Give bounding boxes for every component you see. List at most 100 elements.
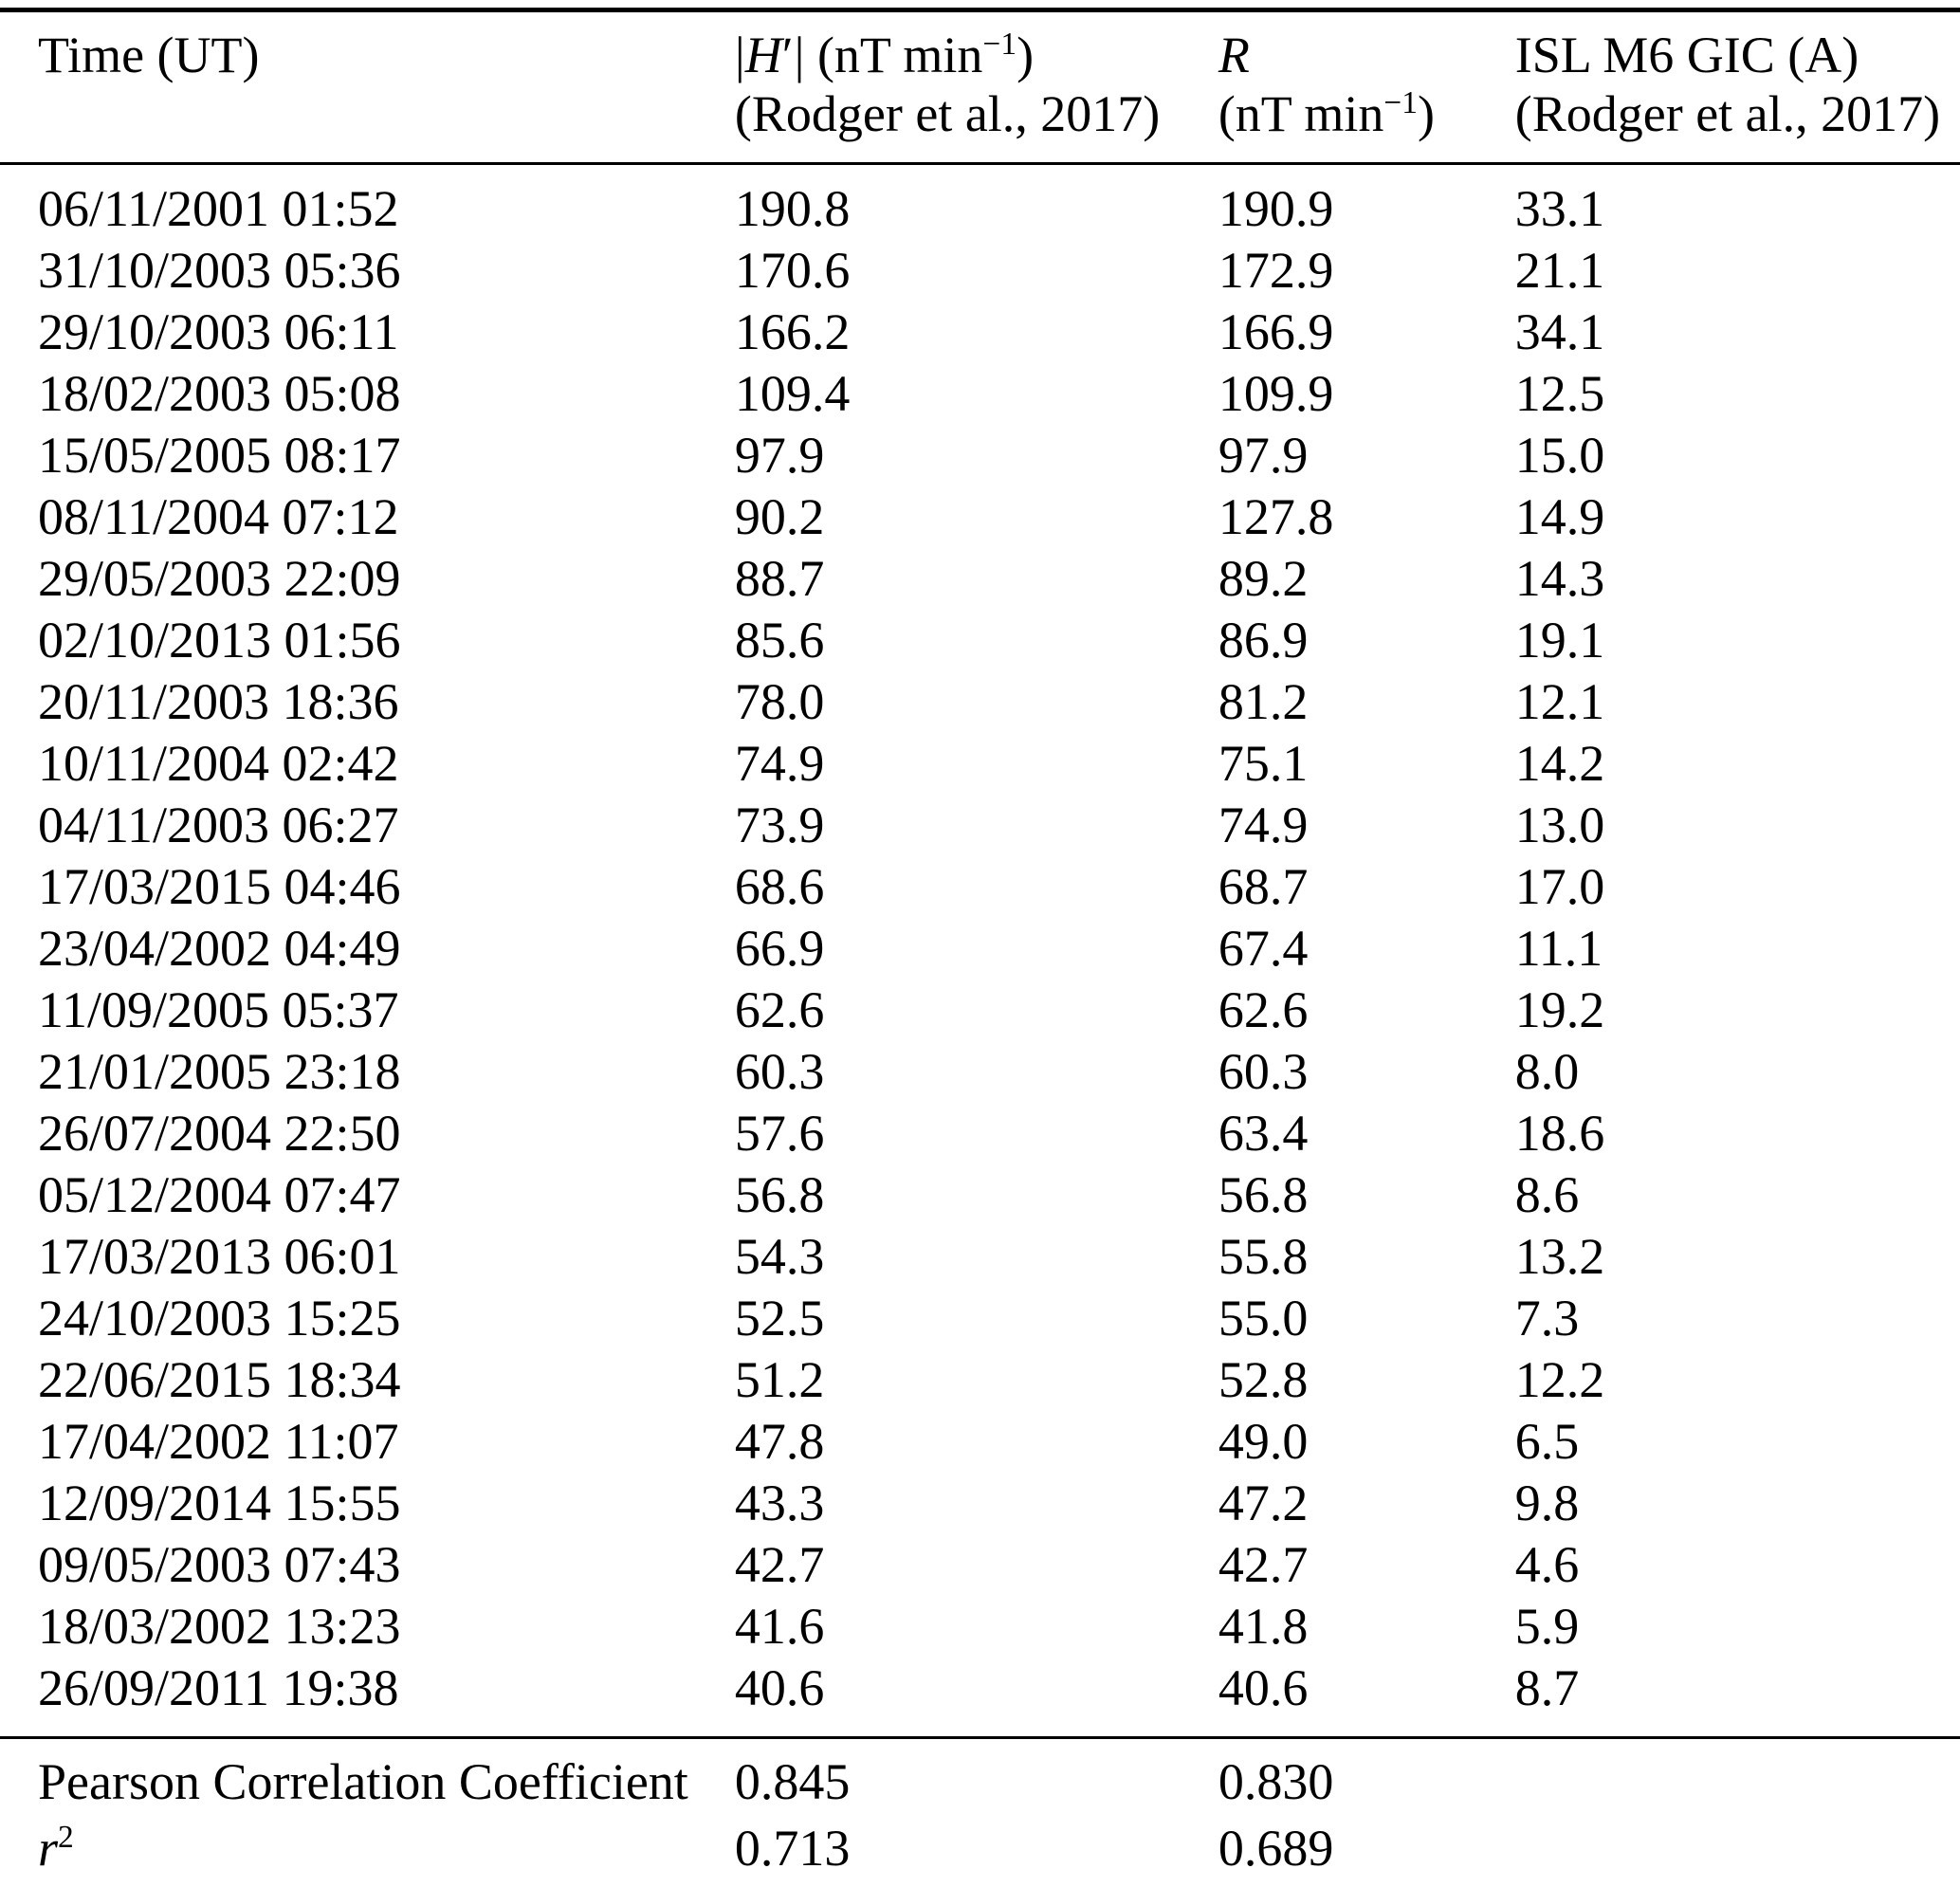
r-cell: 75.1 xyxy=(1218,735,1309,792)
r-cell: 89.2 xyxy=(1218,550,1309,607)
table-row: 26/09/2011 19:38 40.6 40.6 8.7 xyxy=(0,1658,1960,1738)
table-row: 17/04/2002 11:07 47.8 49.0 6.5 xyxy=(0,1411,1960,1473)
gic-cell: 34.1 xyxy=(1514,303,1605,360)
time-cell: 04/11/2003 06:27 xyxy=(38,797,399,853)
pearson-r-value: 0.830 xyxy=(1218,1753,1334,1810)
r-unit-close: ) xyxy=(1417,85,1435,142)
column-header-time: Time (UT) xyxy=(0,10,735,164)
table-body: 06/11/2001 01:52 190.8 190.9 33.1 31/10/… xyxy=(0,164,1960,1738)
table-row: 17/03/2015 04:46 68.6 68.7 17.0 xyxy=(0,856,1960,918)
time-cell: 08/11/2004 07:12 xyxy=(38,488,399,545)
hprime-cell: 42.7 xyxy=(734,1536,825,1593)
time-cell: 17/03/2015 04:46 xyxy=(38,858,401,915)
header-gic-label: ISL M6 GIC (A) xyxy=(1514,27,1859,83)
r-cell: 127.8 xyxy=(1218,488,1334,545)
r-squared-label: r2 xyxy=(0,1815,735,1887)
table-row: 04/11/2003 06:27 73.9 74.9 13.0 xyxy=(0,795,1960,856)
header-row: Time (UT) |H′| (nT min−1) (Rodger et al.… xyxy=(0,10,1960,164)
time-cell: 29/10/2003 06:11 xyxy=(38,303,399,360)
time-cell: 20/11/2003 18:36 xyxy=(38,673,399,730)
hprime-unit-open: (nT min xyxy=(804,27,983,83)
table-row: 11/09/2005 05:37 62.6 62.6 19.2 xyxy=(0,980,1960,1041)
time-cell: 10/11/2004 02:42 xyxy=(38,735,399,792)
time-cell: 15/05/2005 08:17 xyxy=(38,427,401,484)
r-symbol: R xyxy=(1218,27,1250,83)
gic-cell: 8.6 xyxy=(1514,1166,1580,1223)
r-squared-gic-value xyxy=(1515,1815,1960,1887)
time-cell: 06/11/2001 01:52 xyxy=(38,180,399,237)
table-row: 06/11/2001 01:52 190.8 190.9 33.1 xyxy=(0,164,1960,241)
r-squared-row: r2 0.713 0.689 xyxy=(0,1815,1960,1887)
r-unit-open: (nT min xyxy=(1218,85,1384,142)
header-time-spacer xyxy=(38,84,735,143)
table-footer: Pearson Correlation Coefficient 0.845 0.… xyxy=(0,1737,1960,1887)
gic-cell: 9.8 xyxy=(1514,1475,1580,1531)
column-header-gic: ISL M6 GIC (A) (Rodger et al., 2017) xyxy=(1515,10,1960,164)
correlation-table: Time (UT) |H′| (nT min−1) (Rodger et al.… xyxy=(0,8,1960,1887)
r-cell: 190.9 xyxy=(1218,180,1334,237)
r-squared-h-value: 0.713 xyxy=(734,1820,851,1877)
r-squared-r-value: 0.689 xyxy=(1218,1820,1334,1877)
time-cell: 02/10/2013 01:56 xyxy=(38,612,401,669)
time-cell: 18/03/2002 13:23 xyxy=(38,1598,401,1655)
hprime-cell: 78.0 xyxy=(734,673,825,730)
pearson-h-value: 0.845 xyxy=(734,1753,851,1810)
hprime-cell: 62.6 xyxy=(734,981,825,1038)
hprime-unit-close: ) xyxy=(1017,27,1035,83)
table-row: 05/12/2004 07:47 56.8 56.8 8.6 xyxy=(0,1164,1960,1226)
prime-mark: ′ xyxy=(781,27,795,83)
table-row: 21/01/2005 23:18 60.3 60.3 8.0 xyxy=(0,1041,1960,1103)
table-row: 20/11/2003 18:36 78.0 81.2 12.1 xyxy=(0,671,1960,733)
abs-bar-close: | xyxy=(794,27,805,83)
time-cell: 31/10/2003 05:36 xyxy=(38,242,401,299)
table-row: 18/02/2003 05:08 109.4 109.9 12.5 xyxy=(0,363,1960,425)
hprime-cell: 52.5 xyxy=(734,1290,825,1347)
r-cell: 41.8 xyxy=(1218,1598,1309,1655)
pearson-row: Pearson Correlation Coefficient 0.845 0.… xyxy=(0,1738,1960,1816)
time-cell: 26/09/2011 19:38 xyxy=(38,1659,399,1716)
r-cell: 166.9 xyxy=(1218,303,1334,360)
r-cell: 47.2 xyxy=(1218,1475,1309,1531)
r-cell: 97.9 xyxy=(1218,427,1309,484)
gic-cell: 12.5 xyxy=(1514,365,1605,422)
gic-cell: 6.5 xyxy=(1514,1413,1580,1470)
time-cell: 24/10/2003 15:25 xyxy=(38,1290,401,1347)
column-header-hprime: |H′| (nT min−1) (Rodger et al., 2017) xyxy=(735,10,1218,164)
time-cell: 26/07/2004 22:50 xyxy=(38,1105,401,1162)
hprime-cell: 43.3 xyxy=(734,1475,825,1531)
time-cell: 05/12/2004 07:47 xyxy=(38,1166,401,1223)
hprime-cell: 85.6 xyxy=(734,612,825,669)
gic-cell: 19.2 xyxy=(1514,981,1605,1038)
table-row: 18/03/2002 13:23 41.6 41.8 5.9 xyxy=(0,1596,1960,1658)
time-cell: 12/09/2014 15:55 xyxy=(38,1475,401,1531)
h-symbol: H xyxy=(744,27,782,83)
gic-cell: 12.2 xyxy=(1514,1351,1605,1408)
table-row: 29/10/2003 06:11 166.2 166.9 34.1 xyxy=(0,302,1960,363)
table-row: 09/05/2003 07:43 42.7 42.7 4.6 xyxy=(0,1534,1960,1596)
r-cell: 67.4 xyxy=(1218,920,1309,977)
r-cell: 81.2 xyxy=(1218,673,1309,730)
hprime-cell: 40.6 xyxy=(734,1659,825,1716)
hprime-cell: 73.9 xyxy=(734,797,825,853)
r-squared-exponent: 2 xyxy=(58,1819,74,1855)
gic-cell: 33.1 xyxy=(1514,180,1605,237)
header-hprime-formula: |H′| (nT min−1) xyxy=(735,26,1218,84)
table-row: 17/03/2013 06:01 54.3 55.8 13.2 xyxy=(0,1226,1960,1288)
gic-cell: 15.0 xyxy=(1514,427,1605,484)
header-time-label: Time (UT) xyxy=(38,27,260,83)
r-cell: 86.9 xyxy=(1218,612,1309,669)
hprime-cell: 56.8 xyxy=(734,1166,825,1223)
hprime-cell: 170.6 xyxy=(734,242,851,299)
pearson-gic-value xyxy=(1515,1738,1960,1816)
r-cell: 42.7 xyxy=(1218,1536,1309,1593)
header-gic-citation: (Rodger et al., 2017) xyxy=(1514,85,1941,142)
gic-cell: 14.3 xyxy=(1514,550,1605,607)
hprime-cell: 90.2 xyxy=(734,488,825,545)
hprime-cell: 47.8 xyxy=(734,1413,825,1470)
r-squared-symbol: r xyxy=(38,1820,59,1877)
time-cell: 18/02/2003 05:08 xyxy=(38,365,401,422)
gic-cell: 21.1 xyxy=(1514,242,1605,299)
hprime-cell: 68.6 xyxy=(734,858,825,915)
gic-cell: 14.9 xyxy=(1514,488,1605,545)
